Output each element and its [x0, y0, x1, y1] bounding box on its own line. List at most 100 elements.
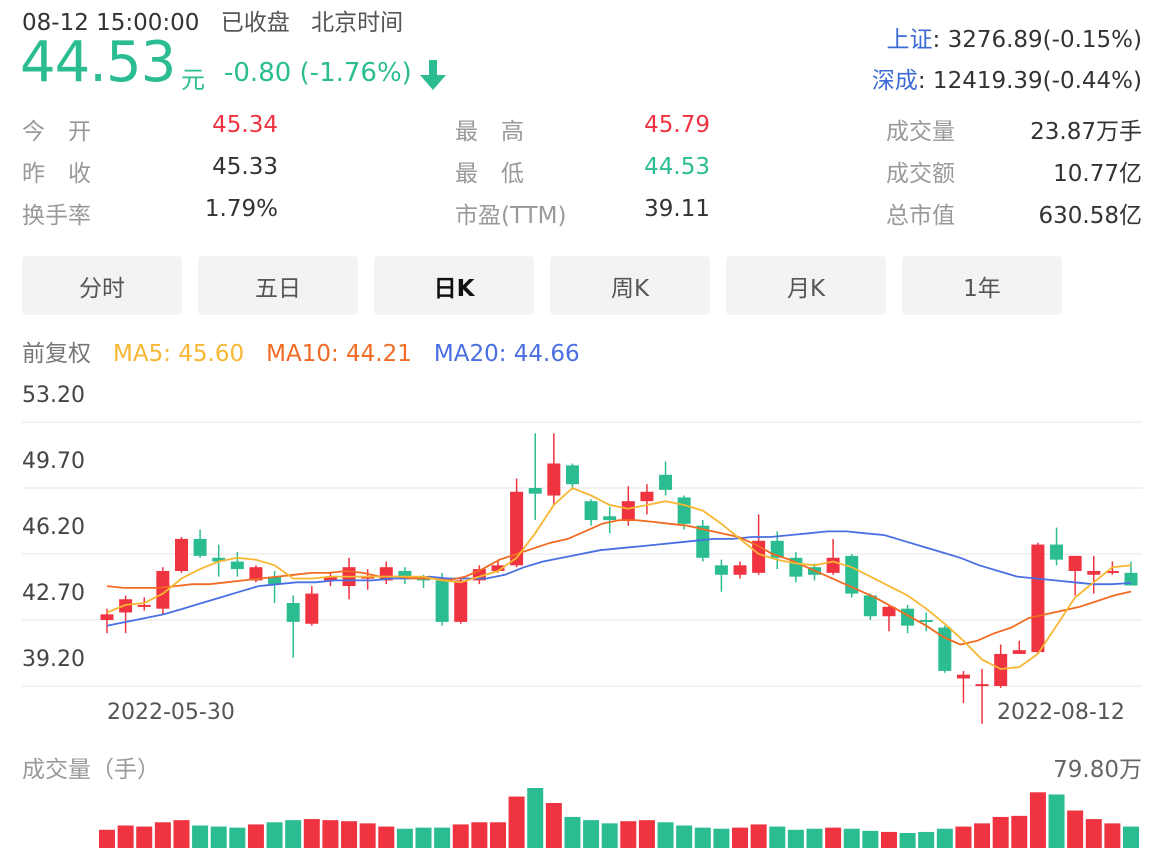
- candle-body: [212, 557, 226, 562]
- candle-body: [305, 593, 319, 624]
- volume-bar: [359, 823, 376, 848]
- candle-body: [342, 567, 356, 587]
- volume-bar: [210, 826, 227, 848]
- stat-label: 总市值: [886, 203, 955, 229]
- candle-body: [956, 674, 970, 679]
- candle-body: [1087, 570, 1101, 575]
- ma10-line: [106, 519, 1132, 646]
- candle-body: [845, 555, 859, 594]
- stat-label: 成交额: [886, 161, 955, 187]
- candle-body: [361, 576, 375, 579]
- candle-body: [938, 627, 952, 671]
- y-tick-label: 46.20: [22, 515, 85, 540]
- stat-value: 45.33: [212, 154, 278, 180]
- tab-weekly-k[interactable]: 周K: [550, 256, 710, 315]
- candle-body: [659, 474, 673, 490]
- volume-bar: [247, 824, 264, 848]
- volume-bar: [378, 826, 395, 848]
- stat-label: 市盈(TTM): [455, 203, 567, 229]
- volume-bar: [1029, 792, 1046, 848]
- stat-value: 1.79%: [204, 196, 278, 222]
- candle-body: [770, 540, 784, 558]
- volume-bar: [545, 803, 562, 848]
- candle-body: [435, 580, 449, 622]
- index-value: : 3276.89(-0.15%): [932, 27, 1142, 53]
- last-price: 44.53: [20, 30, 176, 95]
- ma-legend: 前复权 MA5: 45.60 MA10: 44.21 MA20: 44.66: [22, 334, 580, 368]
- price-unit: 元: [181, 66, 205, 94]
- volume-bar: [862, 830, 879, 848]
- ma10-legend: MA10: 44.21: [266, 341, 412, 367]
- candle-body: [901, 608, 915, 626]
- volume-bar: [434, 827, 451, 848]
- tab-one-year[interactable]: 1年: [902, 256, 1062, 315]
- candle-body: [1031, 544, 1045, 653]
- volume-bar: [676, 825, 693, 848]
- volume-bar: [99, 829, 115, 848]
- quote-time-row: 08-12 15:00:00 已收盘 北京时间: [22, 3, 417, 37]
- index-shanghai[interactable]: 上证: 3276.89(-0.15%): [887, 20, 1142, 54]
- index-shenzhen[interactable]: 深成: 12419.39(-0.44%): [872, 61, 1142, 95]
- volume-bar: [918, 831, 935, 848]
- index-value: : 12419.39(-0.44%): [917, 68, 1142, 94]
- candle-body: [249, 567, 263, 581]
- candle-body: [323, 576, 337, 581]
- ma-lines-layer: [106, 486, 1132, 670]
- timezone-label: 北京时间: [311, 10, 404, 36]
- candle-body: [882, 606, 896, 617]
- ma20-line: [106, 530, 1132, 627]
- candle-body: [510, 491, 524, 566]
- candle-body: [398, 570, 412, 577]
- candle-body: [714, 565, 728, 575]
- candle-body: [826, 557, 840, 573]
- candle-body: [584, 501, 598, 521]
- candle-body: [379, 567, 393, 581]
- index-name[interactable]: 上证: [886, 27, 933, 53]
- volume-bar: [899, 833, 916, 848]
- candle-body: [528, 488, 542, 494]
- index-name[interactable]: 深成: [871, 68, 918, 94]
- candle-body: [491, 565, 505, 571]
- volume-bar: [229, 827, 246, 848]
- volume-bar: [955, 826, 972, 848]
- volume-bar: [787, 829, 804, 848]
- volume-bar: [1085, 819, 1102, 848]
- volume-bar: [974, 823, 991, 848]
- candle-body: [174, 538, 188, 571]
- stat-value: 630.58亿: [1038, 203, 1142, 229]
- volume-bar: [266, 822, 283, 848]
- volume-bar: [620, 821, 637, 848]
- candle-body: [286, 603, 300, 622]
- volume-bar: [303, 819, 320, 848]
- volume-bar: [806, 828, 823, 848]
- y-tick-label: 49.70: [22, 449, 85, 474]
- volume-bars-layer: [99, 788, 1139, 848]
- volume-bar: [322, 820, 339, 848]
- candle-body: [1050, 544, 1064, 560]
- tab-monthly-k[interactable]: 月K: [726, 256, 886, 315]
- candle-body: [417, 576, 431, 581]
- candle-body: [1012, 650, 1026, 654]
- candle-body: [119, 599, 133, 613]
- candle-body: [137, 604, 151, 607]
- volume-bar: [880, 831, 897, 848]
- adjust-mode-label[interactable]: 前复权: [22, 341, 91, 367]
- volume-bar: [601, 823, 618, 848]
- volume-bar: [1048, 794, 1065, 848]
- candle-body: [975, 684, 989, 687]
- quote-datetime: 08-12 15:00:00: [22, 10, 200, 36]
- stat-value: 23.87万手: [1030, 119, 1142, 145]
- stat-label: 换手率: [22, 203, 91, 229]
- candle-body: [807, 567, 821, 575]
- tab-intraday[interactable]: 分时: [22, 256, 182, 315]
- arrow-down-icon: [420, 60, 446, 90]
- stat-value: 39.11: [644, 196, 710, 222]
- candle-body: [677, 497, 691, 524]
- volume-bar: [192, 825, 209, 848]
- candle-body: [230, 561, 244, 570]
- volume-max-label: 79.80万: [1053, 757, 1142, 783]
- tab-daily-k[interactable]: 日K: [374, 256, 534, 315]
- tab-five-day[interactable]: 五日: [198, 256, 358, 315]
- volume-bar: [154, 822, 171, 848]
